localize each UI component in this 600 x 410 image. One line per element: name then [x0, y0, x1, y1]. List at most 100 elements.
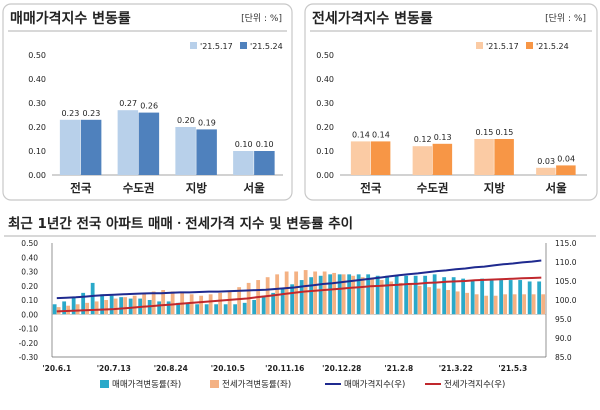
bar	[227, 291, 232, 315]
bar	[493, 295, 498, 315]
data-label: 0.14	[372, 130, 390, 139]
bar	[404, 275, 409, 315]
y-left-tick-label: -0.20	[19, 339, 39, 348]
bar	[394, 275, 399, 315]
bar	[189, 294, 194, 315]
bar	[432, 143, 453, 175]
bar	[360, 277, 365, 315]
y-tick-label: 0.10	[28, 147, 46, 156]
bar	[436, 288, 441, 315]
category-label: 지방	[484, 181, 506, 195]
bar	[175, 127, 196, 175]
bar	[208, 294, 213, 315]
bar	[412, 146, 433, 175]
data-label: 0.10	[256, 140, 274, 149]
bar	[375, 275, 380, 315]
bar	[446, 290, 451, 315]
y-right-tick-label: 90.0	[555, 334, 572, 343]
bar	[218, 292, 223, 315]
category-label: 서울	[244, 181, 266, 195]
legend-swatch	[476, 42, 483, 49]
bar	[442, 277, 447, 315]
bar	[142, 292, 147, 315]
bar	[237, 287, 242, 315]
category-label: 수도권	[123, 181, 155, 195]
bar	[474, 294, 479, 315]
data-label: 0.04	[557, 154, 575, 163]
legend-label: '21.5.24	[536, 42, 569, 51]
bar	[385, 275, 390, 315]
data-label: 0.13	[434, 133, 452, 142]
category-label: 지방	[186, 181, 208, 195]
bar	[117, 110, 139, 175]
x-tick-label: '21.3.22	[439, 364, 473, 373]
legend-swatch	[240, 42, 247, 49]
legend-label: 전세가격지수(우)	[444, 379, 505, 390]
category-label: 수도권	[417, 181, 449, 195]
bar	[318, 275, 323, 315]
bar	[413, 275, 418, 315]
bar	[347, 274, 352, 315]
bar	[461, 278, 466, 315]
legend-swatch	[526, 42, 533, 49]
y-left-tick-label: 0.50	[21, 239, 38, 248]
bar	[313, 271, 318, 315]
data-label: 0.23	[82, 109, 100, 118]
legend-label: 매매가격변동률(좌)	[112, 379, 181, 390]
data-label: 0.15	[475, 128, 493, 137]
bar	[499, 280, 504, 315]
bar	[138, 112, 160, 175]
bar	[389, 281, 394, 315]
y-tick-label: 0.30	[316, 99, 334, 108]
bar	[261, 295, 266, 315]
x-tick-label: '20.6.1	[42, 364, 71, 373]
bar	[242, 302, 247, 315]
bar	[379, 280, 384, 315]
bar	[451, 277, 456, 315]
data-label: 0.14	[352, 130, 370, 139]
y-tick-label: 0.50	[316, 51, 334, 60]
bar	[104, 300, 109, 315]
y-tick-label: 0.20	[316, 123, 334, 132]
bar	[128, 298, 133, 315]
x-tick-label: '20.7.13	[97, 364, 131, 373]
bar	[170, 291, 175, 315]
bar	[503, 294, 508, 315]
y-right-tick-label: 110.0	[555, 258, 577, 267]
bar	[309, 277, 314, 315]
x-tick-label: '20.11.16	[265, 364, 304, 373]
legend-swatch	[210, 380, 219, 388]
bar	[455, 291, 460, 315]
panel-jeonse-title: 전세가격지수 변동률	[312, 10, 433, 27]
bar	[522, 294, 527, 315]
x-tick-label: '20.12.28	[322, 364, 361, 373]
bar	[432, 274, 437, 315]
bar	[337, 274, 342, 315]
bar	[119, 297, 124, 315]
bar	[512, 294, 517, 315]
y-tick-label: 0.30	[28, 99, 46, 108]
bar	[527, 281, 532, 315]
x-tick-label: '21.5.3	[498, 364, 527, 373]
bar	[427, 287, 432, 315]
x-tick-label: '20.8.24	[154, 364, 188, 373]
bar	[366, 274, 371, 315]
y-tick-label: 0.40	[316, 75, 334, 84]
bar	[195, 304, 200, 315]
y-tick-label: 0.00	[316, 171, 334, 180]
data-label: 0.12	[414, 135, 432, 144]
data-label: 0.26	[140, 102, 158, 111]
trend-chart-title: 최근 1년간 전국 아파트 매매ㆍ전세가격 지수 및 변동률 추이	[8, 215, 353, 232]
bar	[59, 119, 81, 175]
bar	[94, 301, 99, 315]
y-tick-label: 0.40	[28, 75, 46, 84]
category-label: 전국	[360, 181, 382, 195]
bar	[166, 301, 171, 315]
y-left-tick-label: 0.40	[21, 253, 38, 262]
y-right-tick-label: 95.0	[555, 315, 572, 324]
legend-label: '21.5.17	[200, 42, 233, 51]
bar	[370, 141, 391, 175]
y-tick-label: 0.50	[28, 51, 46, 60]
series-line	[56, 276, 542, 313]
